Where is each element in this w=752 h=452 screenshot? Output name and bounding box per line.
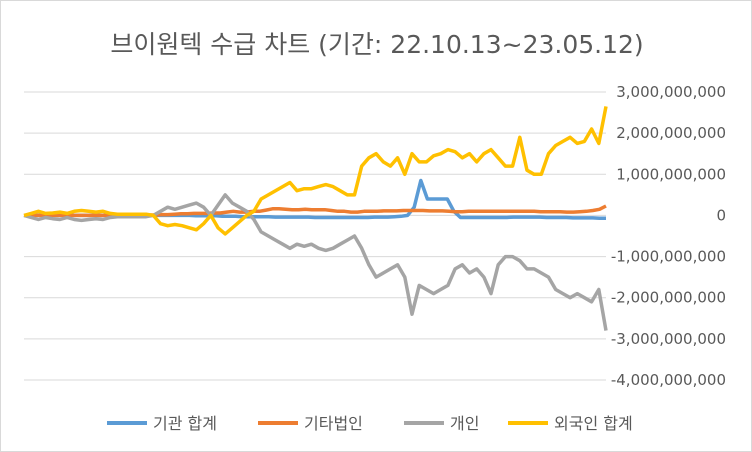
y-tick-label: -2,000,000,000 [611, 289, 726, 307]
legend-label-1: 기타법인 [304, 414, 363, 433]
legend-label-3: 외국인 합계 [554, 414, 633, 433]
gridlines [24, 91, 606, 381]
y-tick-label: -1,000,000,000 [611, 248, 726, 266]
y-tick-label: 3,000,000,000 [616, 83, 726, 101]
series-line-2 [23, 193, 608, 331]
legend-label-0: 기관 합계 [153, 414, 217, 433]
y-tick-label: 1,000,000,000 [616, 165, 726, 183]
series-line-3 [23, 106, 608, 236]
series-lines [23, 106, 608, 331]
legend-label-2: 개인 [450, 414, 479, 433]
y-axis-ticks: 3,000,000,000 2,000,000,000 1,000,000,000 0… [611, 83, 726, 389]
y-tick-label: -4,000,000,000 [611, 371, 726, 389]
chart-title: 브이원텍 수급 차트 (기간: 22.10.13~23.05.12) [110, 30, 644, 59]
y-tick-label: -3,000,000,000 [611, 330, 726, 348]
y-tick-label: 0 [716, 206, 726, 224]
y-tick-label: 2,000,000,000 [616, 124, 726, 142]
legend: 기관 합계 기타법인 개인 외국인 합계 [107, 414, 633, 433]
